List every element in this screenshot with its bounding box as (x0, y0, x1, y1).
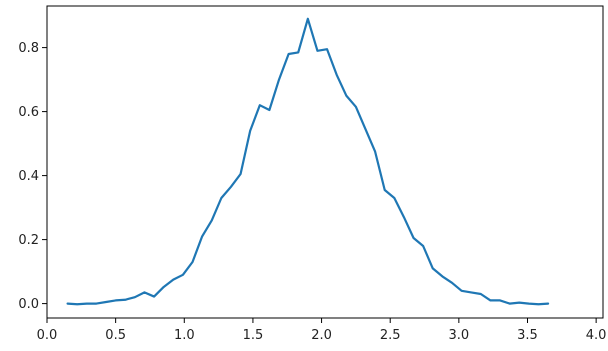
x-axis: 0.0 0.5 1.0 1.5 2.0 2.5 3.0 3.5 4.0 (37, 318, 607, 343)
series-line (66, 17, 550, 306)
x-tick-label: 3.5 (517, 328, 538, 343)
x-tick-label: 2.5 (380, 328, 401, 343)
axes-frame (46, 5, 604, 319)
x-tick-label: 0.0 (37, 328, 58, 343)
x-tick-label: 1.5 (243, 328, 264, 343)
y-tick-label: 0.4 (18, 169, 39, 184)
y-tick-label: 0.6 (18, 105, 39, 120)
y-tick-label: 0.8 (18, 41, 39, 56)
x-tick-label: 3.0 (449, 328, 470, 343)
y-axis: 0.0 0.2 0.4 0.6 0.8 (18, 41, 47, 312)
x-tick-label: 2.0 (311, 328, 332, 343)
x-tick-label: 4.0 (586, 328, 607, 343)
x-tick-label: 0.5 (105, 328, 126, 343)
y-tick-label: 0.0 (18, 297, 39, 312)
y-tick-label: 0.2 (18, 233, 39, 248)
plot-area (66, 17, 550, 306)
x-tick-label: 1.0 (174, 328, 195, 343)
plot-frame (46, 5, 604, 319)
